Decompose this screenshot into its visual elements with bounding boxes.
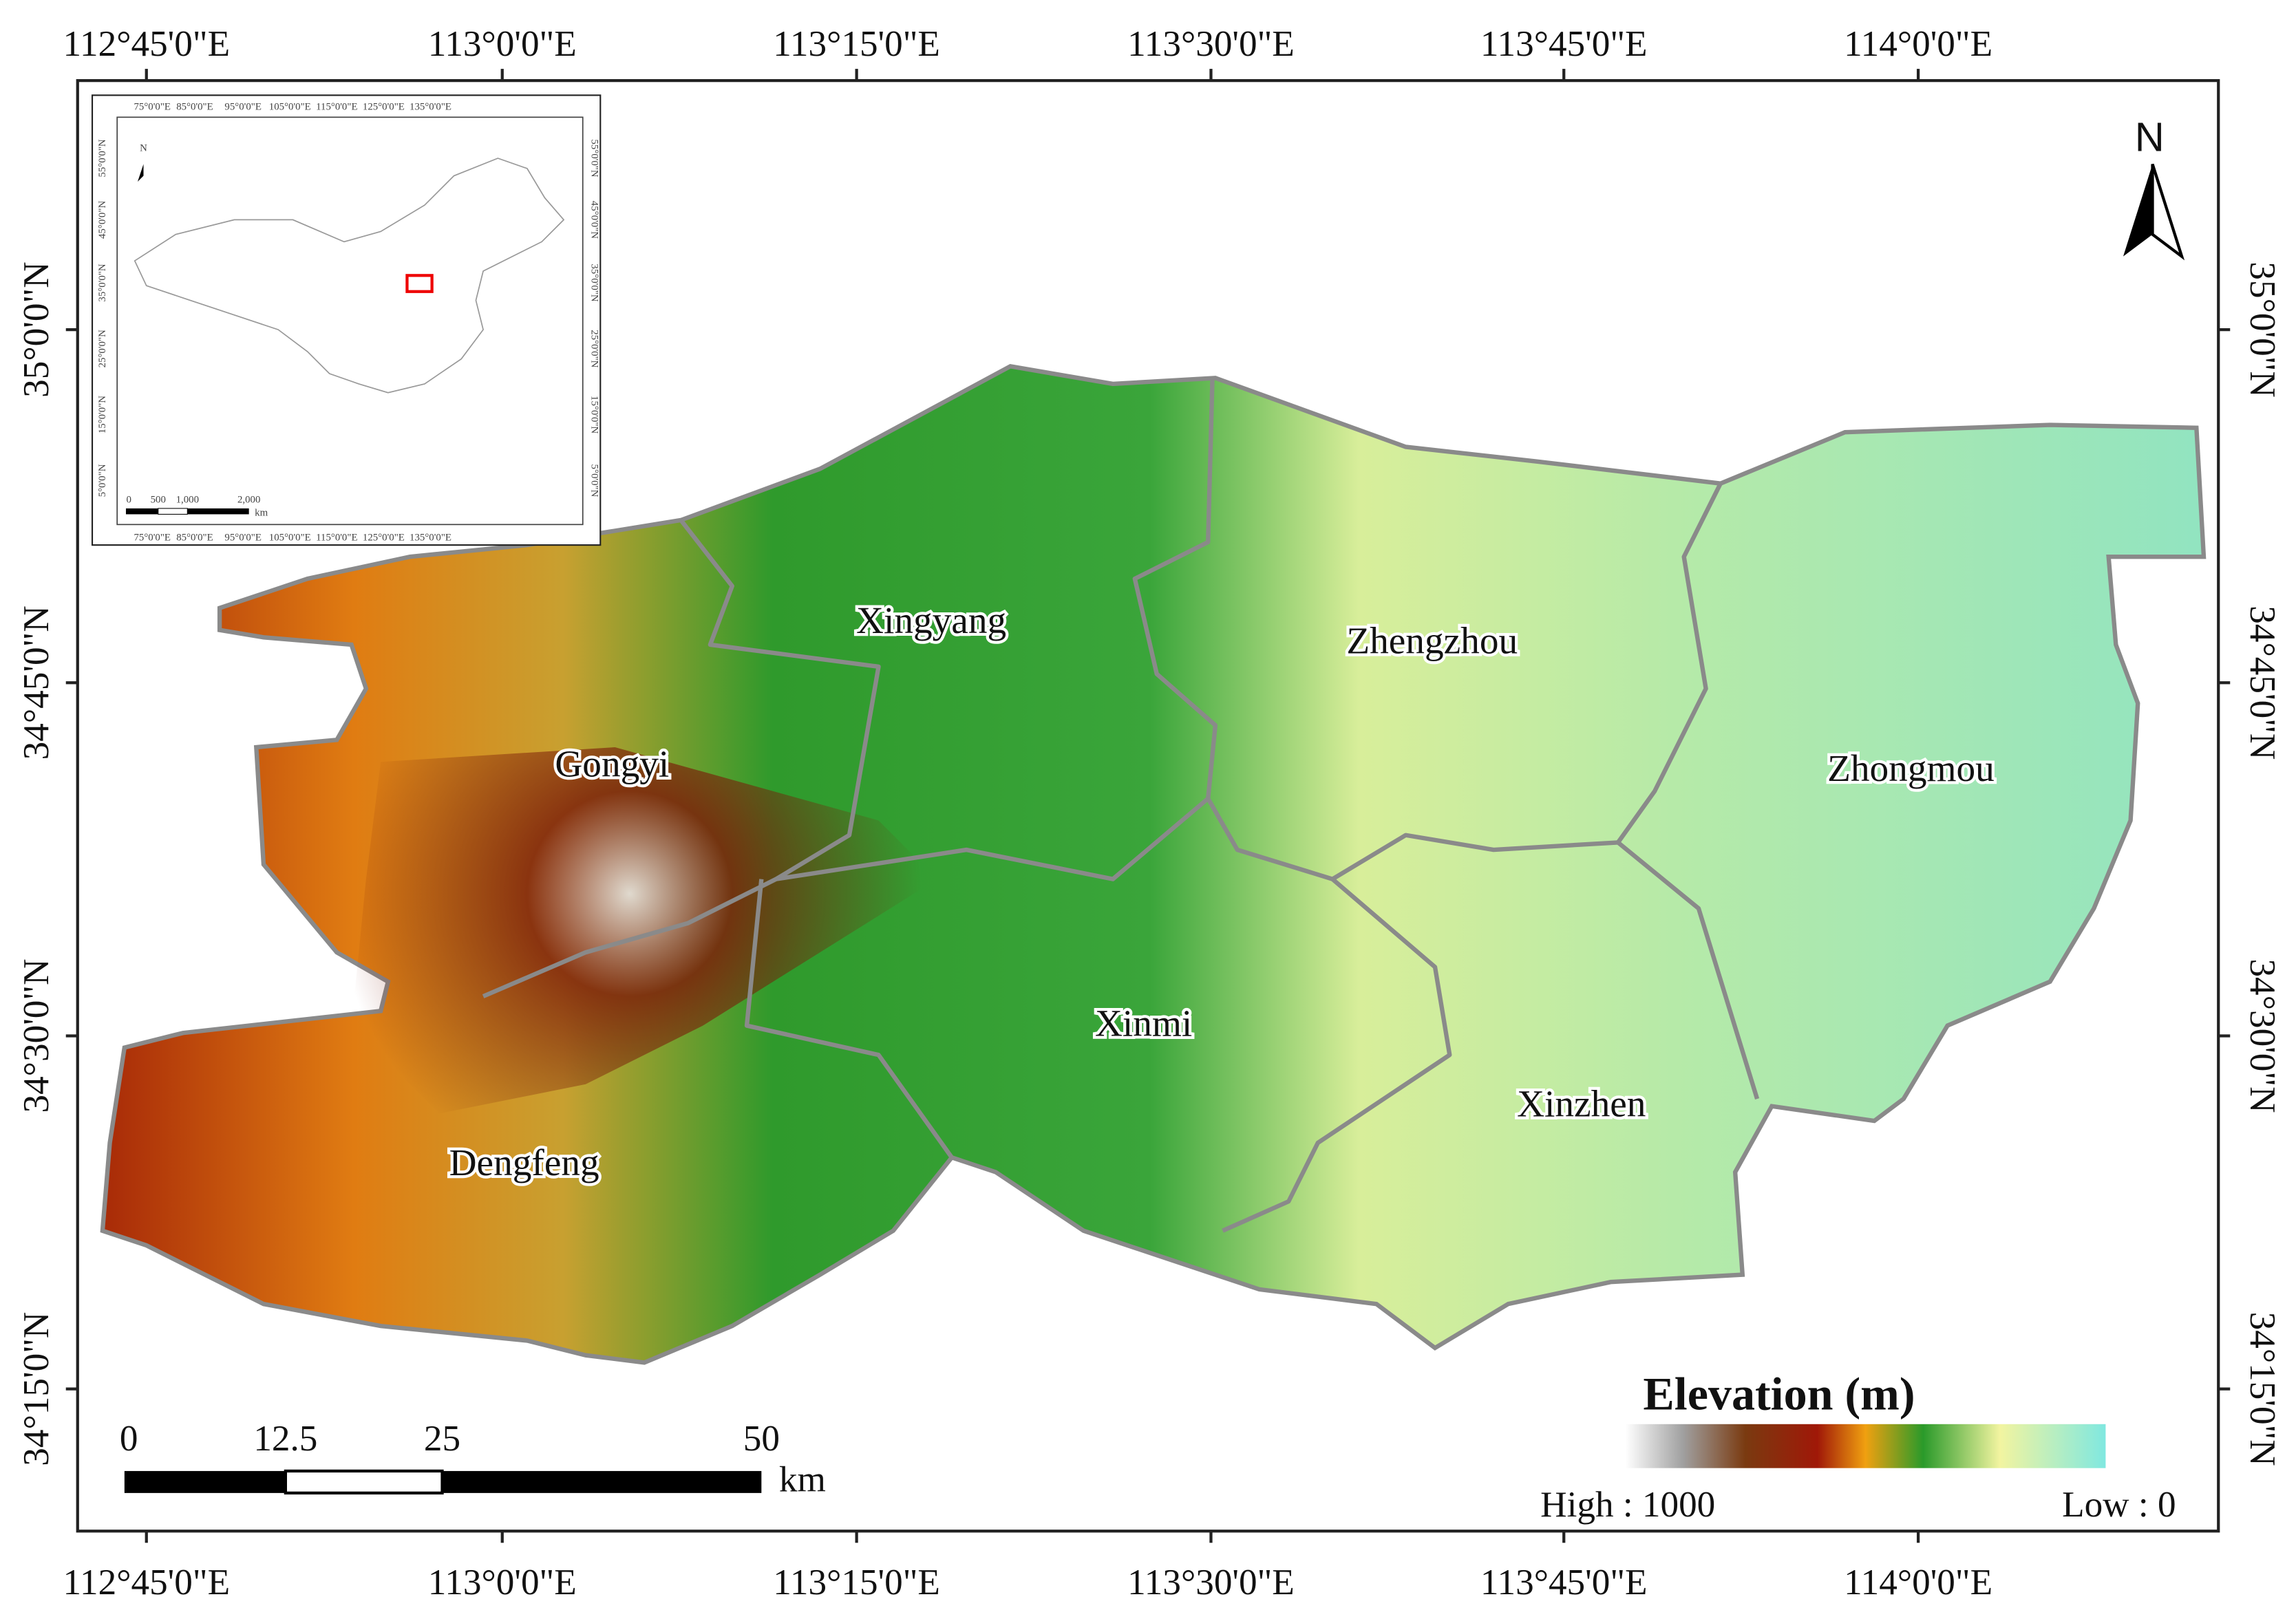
china-outline — [134, 158, 565, 394]
scale-unit: km — [779, 1459, 826, 1500]
top-coord-label: 112°45'0"E — [63, 23, 230, 64]
scale-bar — [124, 1469, 762, 1494]
frame-ticks — [65, 69, 2231, 1543]
scale-tick-label: 25 — [424, 1418, 460, 1459]
inset-bottom-label: 135°0'0"E — [410, 533, 451, 544]
inset-top-label: 95°0'0"E — [224, 102, 262, 113]
bottom-coord-label: 113°0'0"E — [428, 1562, 577, 1602]
district-label: Zhongmou — [1827, 747, 1995, 789]
left-coord-label: 35°0'0"N — [16, 261, 56, 398]
bottom-coord-label: 113°45'0"E — [1480, 1562, 1648, 1602]
inset-top-label: 125°0'0"E — [363, 102, 405, 113]
inset-left-label: 55°0'0"N — [97, 139, 108, 177]
top-coord-label: 114°0'0"E — [1844, 23, 1992, 64]
legend-low: Low : 0 — [2062, 1484, 2176, 1525]
legend-high: High : 1000 — [1540, 1484, 1715, 1525]
legend-ramp — [1625, 1424, 2106, 1468]
district-label: Zhengzhou — [1346, 620, 1518, 662]
inset-scale-label: 2,000 — [237, 494, 260, 505]
inset-left-label: 15°0'0"N — [97, 396, 108, 433]
district-label: Gongyi — [555, 743, 669, 785]
inset-scale-label: 500 — [151, 494, 166, 505]
top-coord-label: 113°45'0"E — [1480, 23, 1648, 64]
inset-top-label: 105°0'0"E — [269, 102, 311, 113]
inset-right-label: 35°0'0"N — [589, 264, 600, 301]
top-coord-label: 113°0'0"E — [428, 23, 577, 64]
north-arrow — [2151, 163, 2185, 261]
bottom-coord-label: 114°0'0"E — [1844, 1562, 1992, 1602]
inset-bottom-label: 85°0'0"E — [176, 533, 213, 544]
scale-tick-label: 0 — [120, 1418, 138, 1459]
inset-bottom-label: 105°0'0"E — [269, 533, 311, 544]
inset-map-frame — [116, 116, 584, 526]
north-arrow — [2123, 164, 2153, 257]
scale-tick-label: 50 — [743, 1418, 780, 1459]
left-coord-label: 34°15'0"N — [16, 1312, 56, 1466]
district-label: Xinmi — [1095, 1002, 1192, 1044]
district-label: Xinzhen — [1517, 1083, 1646, 1125]
left-coord-label: 34°30'0"N — [16, 958, 56, 1113]
inset-right-label: 45°0'0"N — [589, 201, 600, 239]
bottom-coord-label: 112°45'0"E — [63, 1562, 230, 1602]
right-coord-label: 34°30'0"N — [2242, 958, 2283, 1113]
district-label: Xingyang — [856, 599, 1006, 641]
inset-bottom-label: 95°0'0"E — [224, 533, 262, 544]
inset-scale-label: 1,000 — [176, 494, 199, 505]
right-coord-label: 34°15'0"N — [2242, 1312, 2283, 1466]
high-relief — [351, 747, 937, 1114]
inset-top-label: 75°0'0"E — [134, 102, 171, 113]
inset-left-label: 45°0'0"N — [97, 201, 108, 239]
inset-right-label: 5°0'0"N — [589, 464, 600, 497]
inset-left-label: 35°0'0"N — [97, 264, 108, 301]
top-coord-label: 113°30'0"E — [1127, 23, 1295, 64]
right-coord-label: 34°45'0"N — [2242, 605, 2283, 760]
inset-scale-unit: km — [255, 508, 268, 519]
inset-top-label: 115°0'0"E — [316, 102, 357, 113]
district-label: Dengfeng — [449, 1141, 599, 1183]
left-coord-label: 34°45'0"N — [16, 605, 56, 760]
top-coord-label: 113°15'0"E — [773, 23, 940, 64]
scale-tick-label: 12.5 — [253, 1418, 317, 1459]
district-boundaries — [482, 378, 1760, 1233]
inset-top-label: 135°0'0"E — [410, 102, 451, 113]
inset-bottom-label: 75°0'0"E — [134, 533, 171, 544]
inset-bottom-label: 115°0'0"E — [316, 533, 357, 544]
inset-top-label: 85°0'0"E — [176, 102, 213, 113]
inset-right-label: 15°0'0"N — [589, 396, 600, 433]
bottom-coord-label: 113°30'0"E — [1127, 1562, 1295, 1602]
right-coord-label: 35°0'0"N — [2242, 261, 2283, 398]
inset-frame — [91, 94, 602, 546]
study-area-locator — [405, 274, 434, 293]
inset-scale-label: 0 — [127, 494, 131, 505]
inset-bottom-label: 125°0'0"E — [363, 533, 405, 544]
inset-scale-bar — [125, 508, 249, 515]
inset-left-label: 5°0'0"N — [97, 464, 108, 497]
bottom-coord-label: 113°15'0"E — [773, 1562, 940, 1602]
north-label: N — [2135, 114, 2165, 160]
legend-title: Elevation (m) — [1643, 1367, 1915, 1419]
inset-north-label: N — [140, 142, 147, 153]
inset-left-label: 25°0'0"N — [97, 330, 108, 367]
inset-right-label: 55°0'0"N — [589, 139, 600, 177]
inset-right-label: 25°0'0"N — [589, 330, 600, 367]
